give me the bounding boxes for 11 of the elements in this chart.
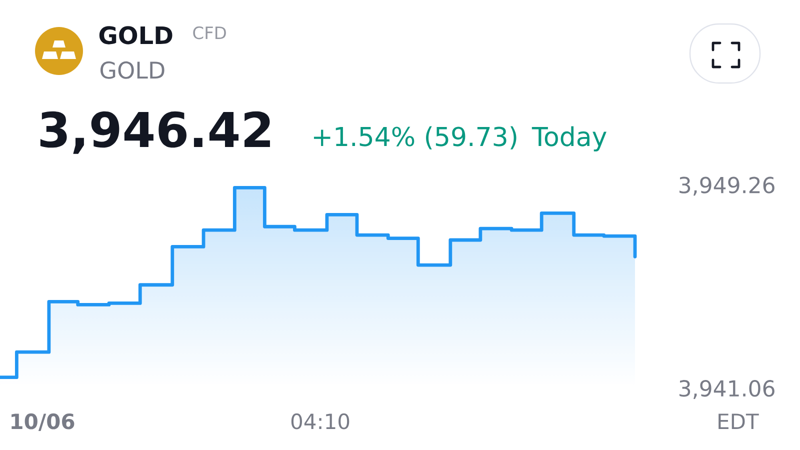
text: CFD: [193, 26, 226, 40]
text: 3,946.42: [40, 111, 270, 154]
text: Today: [532, 126, 606, 152]
x-tick-label: 10/06: [12, 413, 74, 431]
x-tick-label: 04:10: [291, 413, 350, 430]
chart-subtitle: GOLD: [100, 61, 164, 79]
y-tick-label: 3,941.06: [680, 380, 774, 399]
text: +1.54% (59.73): [314, 126, 516, 150]
x-axis-title: EDT: [718, 414, 759, 429]
chart-title: GOLD: [99, 26, 172, 44]
y-tick-label: 3,949.26: [680, 176, 774, 196]
